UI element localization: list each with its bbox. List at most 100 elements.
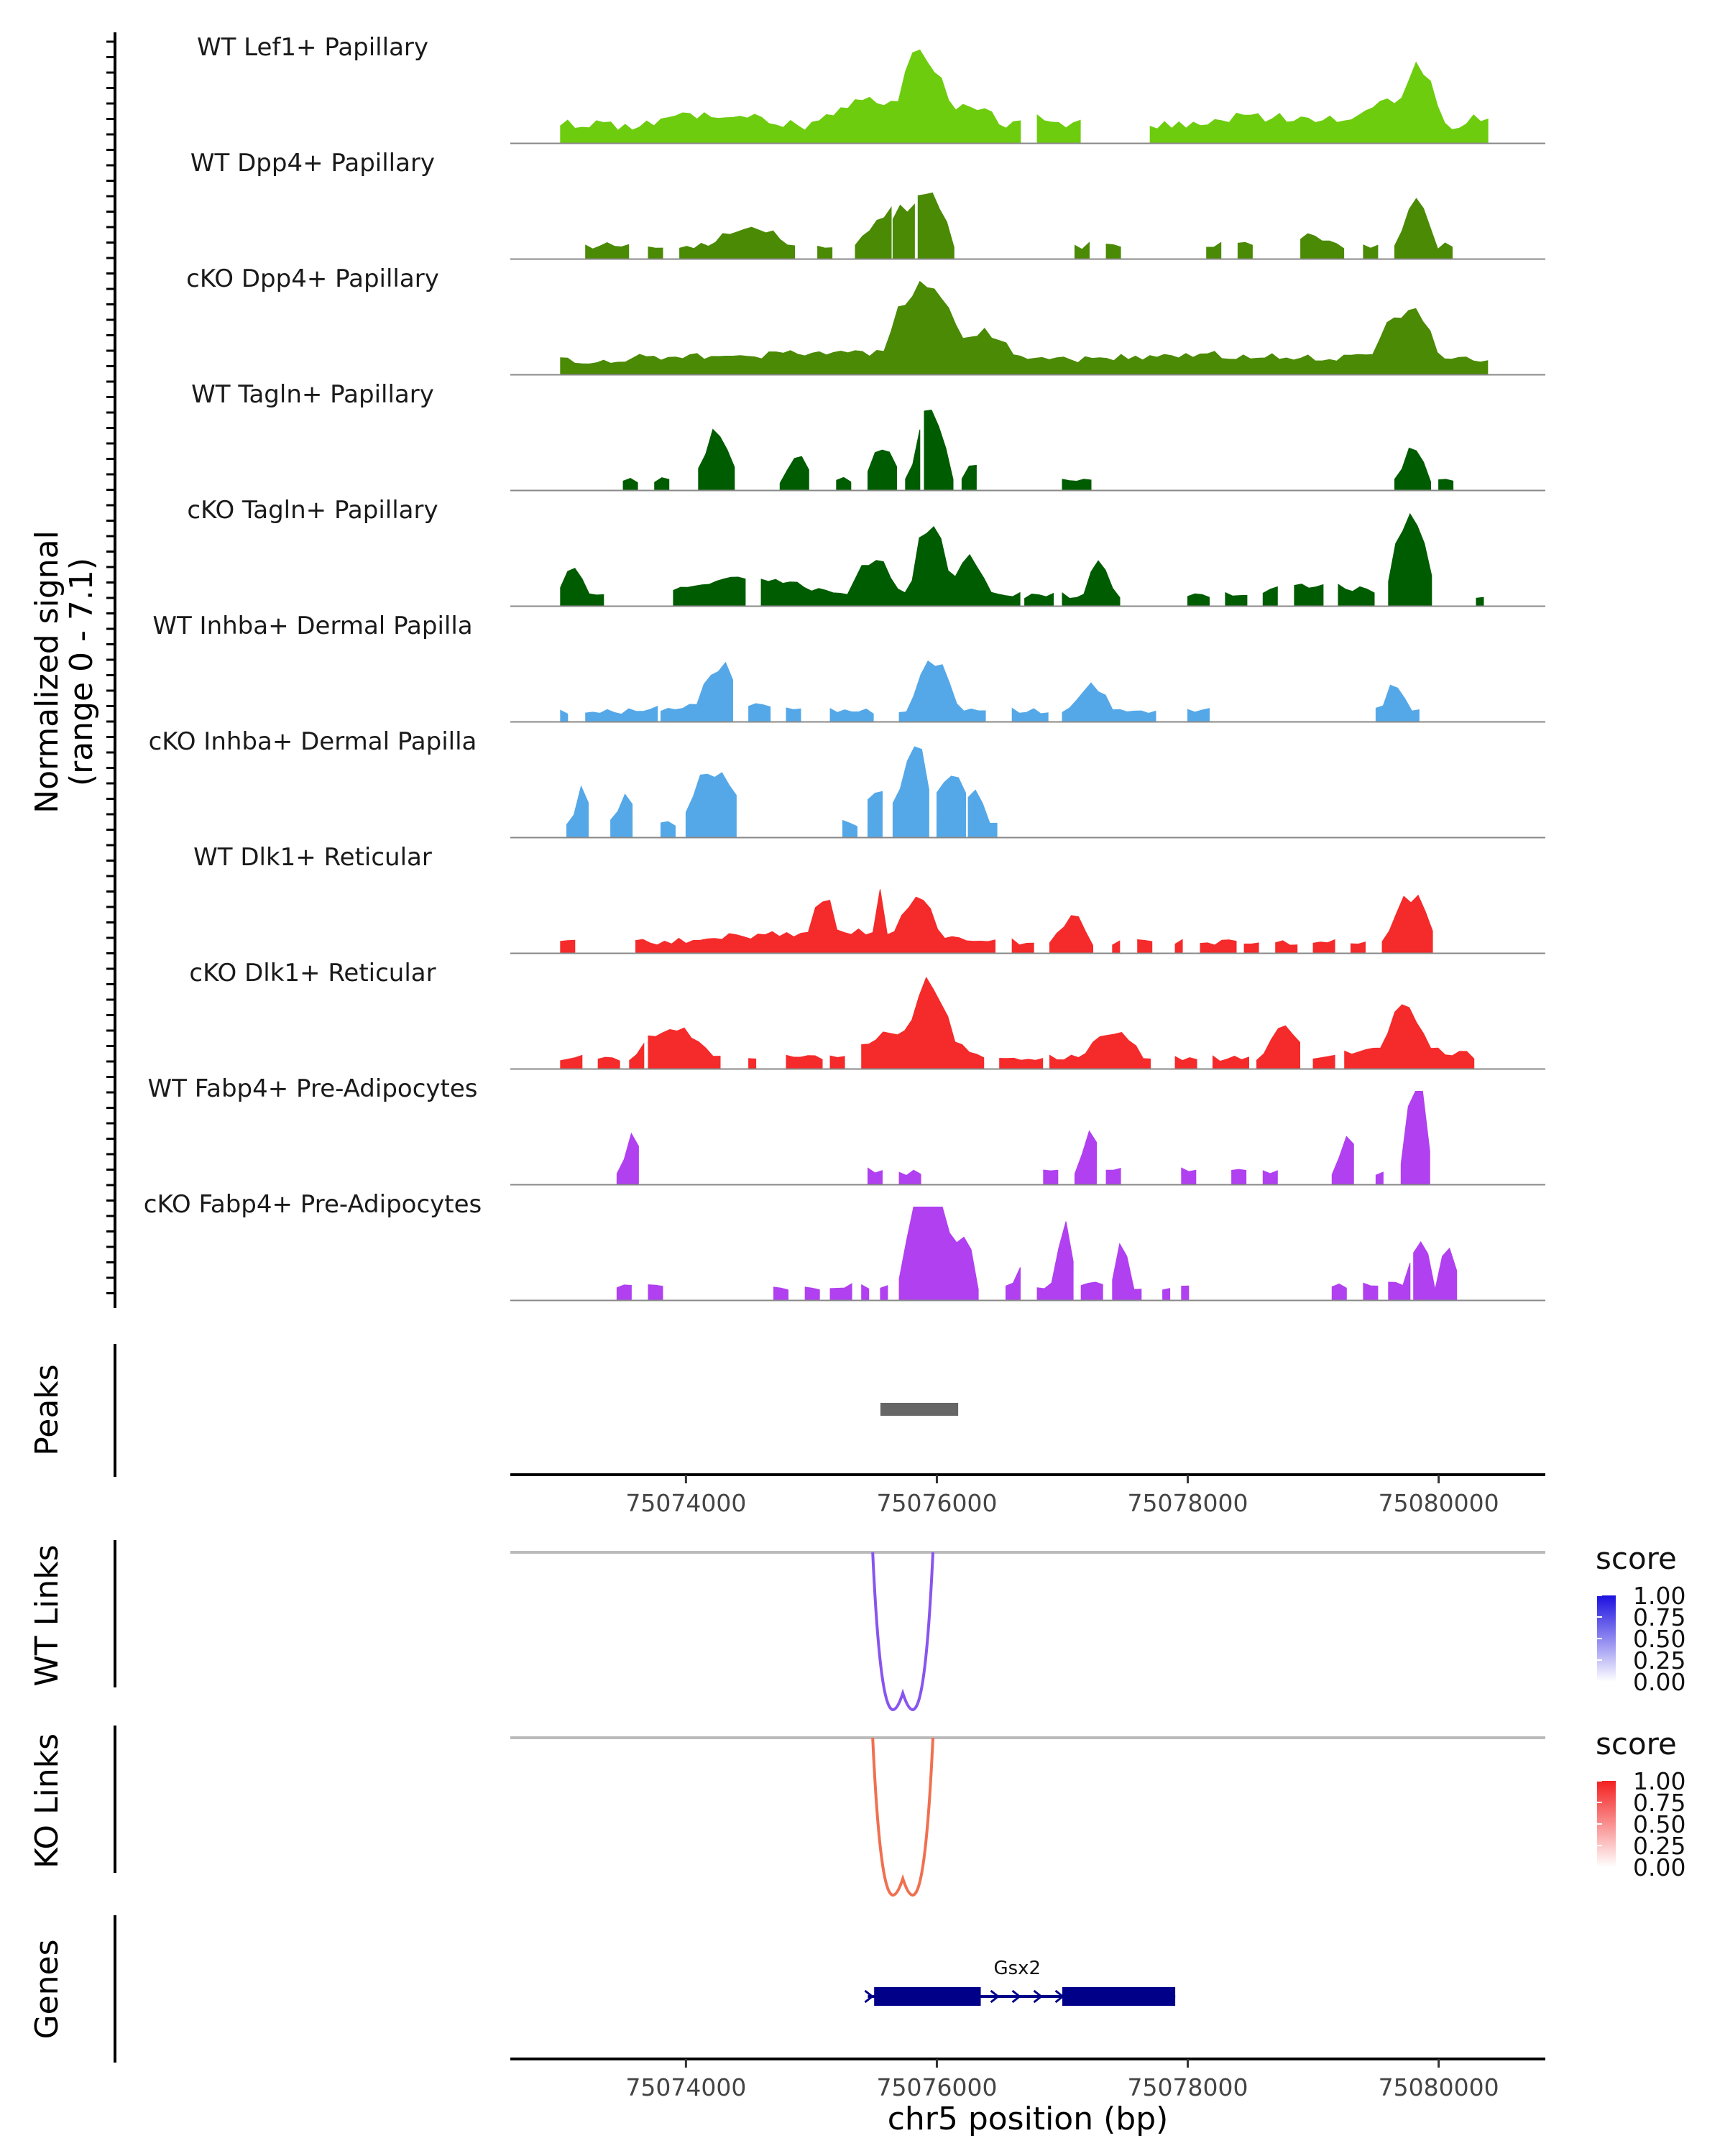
coverage-area — [892, 203, 915, 259]
coverage-area — [1312, 939, 1335, 954]
x-axis-top: 75074000 75076000 75078000 75080000 — [625, 1475, 1499, 1517]
legend-title: score — [1596, 1541, 1677, 1576]
coverage-area — [1112, 1243, 1142, 1301]
legend-tick-label: 0.25 — [1633, 1646, 1685, 1674]
coverage-area — [1074, 241, 1090, 259]
coverage-area — [685, 772, 737, 838]
coverage-area — [867, 1167, 883, 1185]
coverage-area — [1206, 241, 1222, 259]
coverage-area — [773, 1286, 789, 1301]
track-label: cKO Fabp4+ Pre-Adipocytes — [144, 1190, 482, 1219]
score-legend: score 1.000.750.500.250.00 — [1596, 1541, 1685, 1696]
coverage-area — [1149, 61, 1489, 144]
coverage-area — [1388, 512, 1432, 607]
x-tick-label: 75078000 — [1128, 1489, 1248, 1517]
legend-tick-label: 0.75 — [1633, 1603, 1685, 1631]
coverage-area — [1080, 1281, 1103, 1301]
coverage-area — [905, 429, 921, 491]
track-label: WT Lef1+ Papillary — [197, 33, 428, 62]
coverage-area — [629, 1042, 645, 1069]
peak-region — [880, 1403, 959, 1416]
coverage-area — [610, 793, 633, 838]
x-tick-label: 75074000 — [625, 1489, 746, 1517]
coverage-area — [679, 226, 796, 259]
coverage-area — [1036, 114, 1081, 144]
coverage-area — [1200, 939, 1237, 954]
coverage-area — [748, 1058, 757, 1069]
coverage-track: WT Dlk1+ Reticular — [193, 843, 1545, 954]
coverage-track: cKO Inhba+ Dermal Papilla — [149, 727, 1545, 839]
coverage-area — [648, 1284, 663, 1301]
coverage-area — [1036, 1221, 1074, 1301]
coverage-area — [898, 660, 986, 722]
coverage-track: WT Fabp4+ Pre-Adipocytes — [148, 1074, 1545, 1186]
coverage-track: WT Dpp4+ Papillary — [190, 149, 1545, 260]
x-tick-label: 75080000 — [1379, 1489, 1499, 1517]
coverage-area — [1331, 1135, 1354, 1185]
coverage-area — [898, 1169, 921, 1185]
coverage-area — [1262, 586, 1278, 607]
coverage-area — [1105, 1168, 1121, 1185]
coverage-track: cKO Fabp4+ Pre-Adipocytes — [144, 1190, 1545, 1302]
coverage-area — [560, 49, 1021, 144]
links-label: KO Links — [29, 1733, 65, 1869]
coverage-area — [585, 705, 658, 722]
strand-arrow — [990, 1989, 1000, 2004]
coverage-area — [1225, 591, 1248, 607]
coverage-area — [829, 708, 874, 722]
coverage-area — [786, 1054, 823, 1069]
coverage-area — [892, 746, 929, 838]
coverage-area — [1350, 941, 1366, 954]
coverage-area — [1187, 593, 1210, 607]
coverage-area — [560, 568, 604, 607]
coverage-area — [1243, 942, 1259, 954]
coverage-area — [855, 206, 892, 259]
coverage-area — [560, 280, 1489, 375]
coverage-area — [1174, 1056, 1197, 1069]
coverage-track: cKO Dlk1+ Reticular — [189, 959, 1545, 1070]
coverage-area — [1400, 1091, 1430, 1185]
coverage-area — [1162, 1288, 1171, 1301]
coverage-area — [1181, 1285, 1190, 1301]
peaks-track: Peaks 75074000 75076000 75078000 75080000 — [29, 1344, 1545, 1517]
coverage-area — [1394, 447, 1432, 491]
coverage-area — [585, 241, 630, 259]
legend-tick-label: 0.25 — [1633, 1832, 1685, 1860]
x-axis-bottom: 75074000 75076000 75078000 75080000 — [625, 2059, 1499, 2101]
x-axis-title: chr5 position (bp) — [888, 2101, 1169, 2137]
coverage-area — [597, 1056, 620, 1069]
x-tick-label: 75078000 — [1128, 2073, 1248, 2101]
coverage-area — [1062, 682, 1156, 722]
strand-arrow — [1033, 1989, 1043, 2004]
coverage-area — [1174, 939, 1183, 954]
track-label: WT Dlk1+ Reticular — [193, 843, 432, 872]
coverage-area — [1262, 1170, 1278, 1185]
coverage-area — [1294, 584, 1324, 607]
coverage-area — [924, 410, 954, 491]
legend-tick-label: 1.00 — [1633, 1767, 1685, 1795]
coverage-area — [936, 775, 967, 838]
coverage-area — [1331, 1283, 1347, 1301]
coverage-area — [1413, 1240, 1458, 1301]
legend-tick-label: 0.75 — [1633, 1789, 1685, 1817]
coverage-area — [867, 449, 898, 491]
coverage-area — [967, 789, 998, 838]
coverage-area — [648, 246, 663, 259]
coverage-area — [1074, 1130, 1098, 1185]
coverage-area — [560, 709, 569, 722]
coverage-area — [673, 576, 746, 607]
coverage-y-ticks — [106, 40, 115, 1294]
track-label: WT Inhba+ Dermal Papilla — [152, 612, 472, 640]
x-tick-label: 75080000 — [1379, 2073, 1499, 2101]
legend-tick-label: 1.00 — [1633, 1582, 1685, 1610]
coverage-area — [1024, 592, 1054, 607]
coverage-track: WT Tagln+ Papillary — [191, 380, 1545, 492]
coverage-area — [660, 821, 676, 838]
strand-arrow — [1011, 1989, 1021, 2004]
coverage-y-label-line2: (range 0 - 7.1) — [63, 558, 100, 786]
coverage-area — [616, 1132, 639, 1185]
coverage-area — [566, 785, 589, 838]
gene-model: Gsx2 — [864, 1958, 1176, 2006]
coverage-area — [842, 819, 858, 838]
